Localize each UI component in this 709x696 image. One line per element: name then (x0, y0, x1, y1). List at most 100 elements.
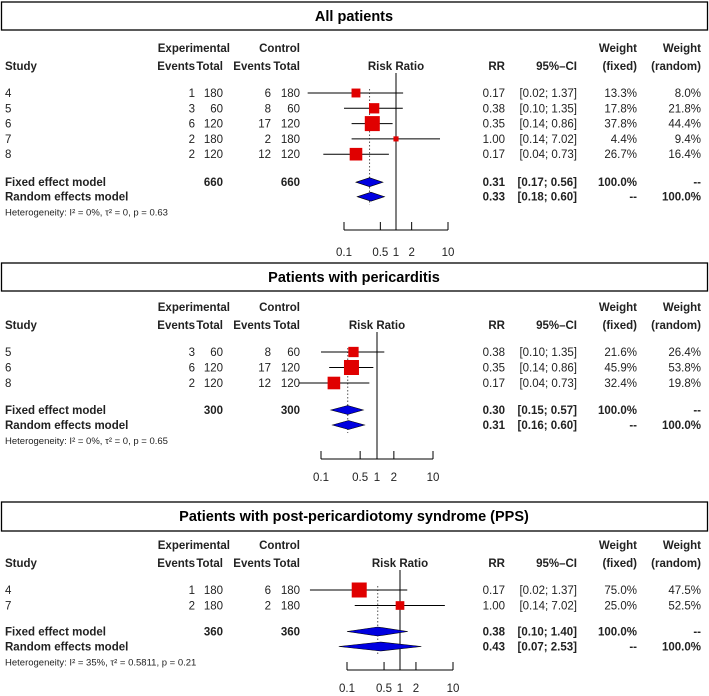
fixed-effect-exp-total: 660 (204, 177, 223, 189)
exp-events: 1 (189, 88, 195, 100)
random-effects-ci: [0.07; 2.53] (518, 642, 578, 654)
header-weight-fixed: Weight (599, 540, 637, 552)
weight-random: 52.5% (668, 601, 701, 613)
fixed-effect-diamond (329, 405, 365, 415)
fixed-effect-ctrl-total: 360 (281, 627, 300, 639)
study-effect-square (395, 601, 405, 610)
fixed-effect-diamond (355, 177, 384, 188)
random-effects-weight-fixed: -- (629, 420, 637, 432)
header-study: Study (5, 61, 38, 73)
random-effects-weight-random: 100.0% (662, 192, 701, 204)
rr-value: 1.00 (483, 134, 505, 146)
study-effect-square (369, 103, 380, 114)
random-effects-weight-random: 100.0% (662, 420, 701, 432)
rr-value: 0.17 (483, 149, 505, 161)
random-effects-row: Random effects model 0.31 [0.16; 0.60] -- 10… (5, 420, 701, 432)
weight-fixed: 32.4% (604, 378, 637, 390)
study-row: 5 3 60 8 60 0.38 [0.10; 1.35] 17.8% 21.8% (5, 103, 701, 115)
panel-title-box (0, 262, 709, 292)
fixed-effect-label: Fixed effect model (5, 405, 106, 417)
header-ci: 95%–CI (536, 61, 577, 73)
random-effects-ci: [0.18; 0.60] (518, 192, 578, 204)
study-row: 7 2 180 2 180 1.00 [0.14; 7.02] 25.0% 52.5% (5, 601, 701, 613)
x-tick-label: 2 (408, 247, 414, 259)
study-row: 8 2 120 12 120 0.17 [0.04; 0.73] 32.4% 19.8% (5, 376, 701, 390)
fixed-effect-ctrl-total: 300 (281, 405, 300, 417)
ctrl-events: 2 (265, 601, 271, 613)
fixed-effect-weight-fixed: 100.0% (598, 627, 637, 639)
x-tick-label: 10 (447, 683, 460, 695)
ctrl-total: 120 (281, 378, 300, 390)
weight-fixed: 13.3% (604, 88, 637, 100)
x-tick-label: 0.5 (372, 247, 388, 259)
header-risk-ratio: Risk Ratio (349, 320, 405, 332)
random-effects-row: Random effects model 0.43 [0.07; 2.53] -- 10… (5, 642, 701, 654)
exp-events: 3 (189, 103, 195, 115)
study-label: 5 (5, 347, 11, 359)
ctrl-total: 120 (281, 119, 300, 131)
header-study: Study (5, 558, 38, 570)
exp-events: 2 (189, 149, 195, 161)
header-weight-random: Weight (663, 302, 701, 314)
random-effects-weight-fixed: -- (629, 192, 637, 204)
study-label: 6 (5, 363, 11, 375)
exp-total: 180 (204, 88, 223, 100)
ctrl-total: 180 (281, 134, 300, 146)
fixed-effect-ci: [0.15; 0.57] (518, 405, 578, 417)
ctrl-events: 8 (265, 103, 271, 115)
header-weight-random: Weight (663, 43, 701, 55)
study-row: 6 6 120 17 120 0.35 [0.14; 0.86] 37.8% 44.4% (5, 116, 701, 132)
header-fixed: (fixed) (603, 320, 638, 332)
rr-value: 0.38 (483, 103, 505, 115)
ctrl-total: 120 (281, 363, 300, 375)
header-random: (random) (651, 61, 701, 73)
header-weight-fixed: Weight (599, 302, 637, 314)
x-tick-label: 1 (397, 683, 403, 695)
random-effects-rr: 0.33 (483, 192, 505, 204)
exp-total: 60 (210, 103, 223, 115)
study-label: 8 (5, 149, 11, 161)
ctrl-events: 17 (258, 363, 271, 375)
ctrl-events: 6 (265, 585, 271, 597)
fixed-effect-exp-total: 360 (204, 627, 223, 639)
random-effects-label: Random effects model (5, 420, 128, 432)
exp-total: 120 (204, 378, 223, 390)
exp-events: 6 (189, 119, 195, 131)
panel-title-box (0, 501, 709, 532)
x-tick-label: 0.1 (339, 683, 355, 695)
weight-random: 19.8% (668, 378, 701, 390)
study-effect-square (348, 346, 359, 358)
exp-total: 120 (204, 149, 223, 161)
study-effect-square (351, 582, 367, 598)
random-effects-label: Random effects model (5, 642, 128, 654)
header-rr: RR (488, 320, 505, 332)
panel-title-box (0, 1, 709, 31)
weight-random: 21.8% (668, 103, 701, 115)
study-row: 4 1 180 6 180 0.17 [0.02; 1.37] 75.0% 47.5% (5, 582, 701, 598)
study-label: 6 (5, 119, 11, 131)
header-ctrl-total: Total (273, 320, 300, 332)
ctrl-events: 17 (258, 119, 271, 131)
fixed-effect-weight-random: -- (693, 627, 701, 639)
heterogeneity-stats: Heterogeneity: I² = 0%, τ² = 0, p = 0.63 (5, 208, 168, 219)
ctrl-events: 8 (265, 347, 271, 359)
header-weight-random: Weight (663, 540, 701, 552)
weight-fixed: 37.8% (604, 119, 637, 131)
ci-value: [0.02; 1.37] (519, 88, 577, 100)
ctrl-total: 180 (281, 585, 300, 597)
header-experimental: Experimental (158, 302, 230, 314)
ci-value: [0.04; 0.73] (519, 149, 577, 161)
x-tick-label: 1 (374, 472, 380, 484)
weight-random: 16.4% (668, 149, 701, 161)
x-tick-label: 0.1 (336, 247, 352, 259)
ctrl-total: 120 (281, 149, 300, 161)
panel-title: All patients (315, 9, 393, 25)
header-exp-events: Events (157, 558, 195, 570)
header-ci: 95%–CI (536, 320, 577, 332)
fixed-effect-weight-fixed: 100.0% (598, 177, 637, 189)
fixed-effect-row: Fixed effect model 300 300 0.30 [0.15; 0.57]… (5, 405, 701, 417)
random-effects-row: Random effects model 0.33 [0.18; 0.60] -- 10… (5, 192, 701, 204)
weight-random: 44.4% (668, 119, 701, 131)
fixed-effect-ci: [0.17; 0.56] (518, 177, 578, 189)
